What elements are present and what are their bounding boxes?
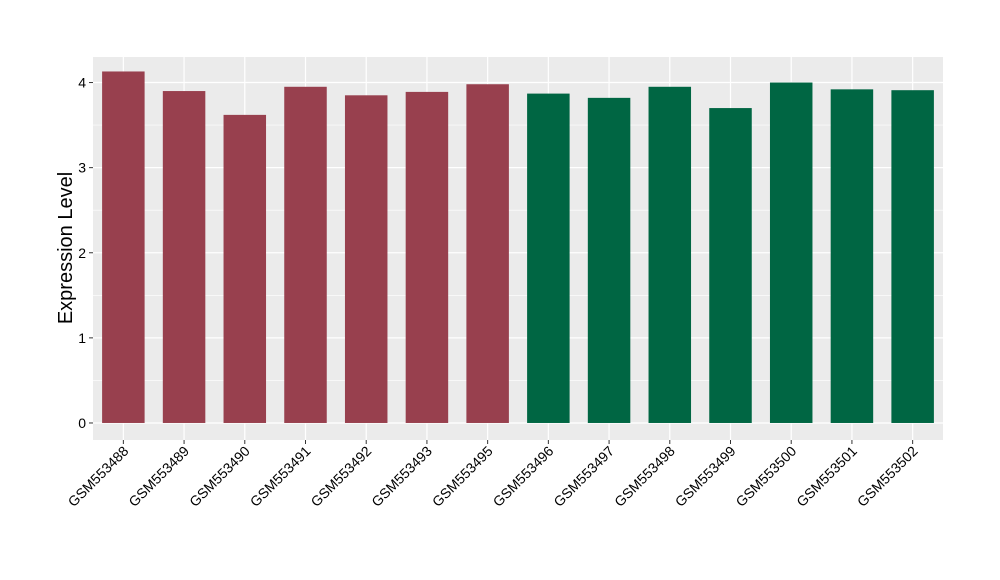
y-tick-label: 0	[78, 415, 86, 431]
bar-GSM553488	[102, 71, 145, 423]
bar-GSM553499	[709, 108, 752, 423]
x-tick-label: GSM553489	[125, 443, 192, 510]
bar-GSM553498	[648, 86, 692, 423]
bar-GSM553490	[223, 114, 267, 423]
x-tick-label: GSM553497	[550, 443, 617, 510]
x-tick-label: GSM553496	[490, 443, 557, 510]
x-tick-label: GSM553488	[65, 443, 132, 510]
x-tick-label: GSM553501	[793, 443, 860, 510]
x-tick-label: GSM553502	[854, 443, 921, 510]
x-tick-label: GSM553492	[307, 443, 374, 510]
y-tick-label: 1	[78, 330, 86, 346]
bar-GSM553493	[405, 91, 449, 423]
x-tick-label: GSM553499	[672, 443, 739, 510]
y-tick-label: 4	[78, 75, 86, 91]
y-axis: 0 1 2 3 4	[78, 75, 93, 431]
bar-GSM553502	[891, 90, 934, 423]
bar-GSM553501	[830, 89, 874, 423]
x-tick-label: GSM553493	[368, 443, 435, 510]
plot-panel	[93, 57, 943, 440]
bar-GSM553496	[527, 93, 570, 423]
bar-GSM553495	[466, 84, 509, 423]
bar-GSM553492	[344, 95, 388, 423]
y-axis-title: Expression Level	[55, 172, 77, 324]
x-tick-label: GSM553498	[611, 443, 678, 510]
bar-GSM553491	[284, 86, 327, 423]
bar-GSM553489	[162, 91, 206, 423]
x-axis: GSM553488GSM553489GSM553490GSM553491GSM5…	[65, 440, 921, 510]
bar-GSM553497	[587, 97, 631, 423]
y-tick-label: 3	[78, 160, 86, 176]
x-tick-label: GSM553491	[247, 443, 314, 510]
bar-GSM553500	[769, 82, 813, 423]
x-tick-label: GSM553500	[732, 443, 799, 510]
bars	[102, 71, 934, 423]
x-tick-label: GSM553495	[429, 443, 496, 510]
x-tick-label: GSM553490	[186, 443, 253, 510]
y-tick-label: 2	[78, 245, 86, 261]
